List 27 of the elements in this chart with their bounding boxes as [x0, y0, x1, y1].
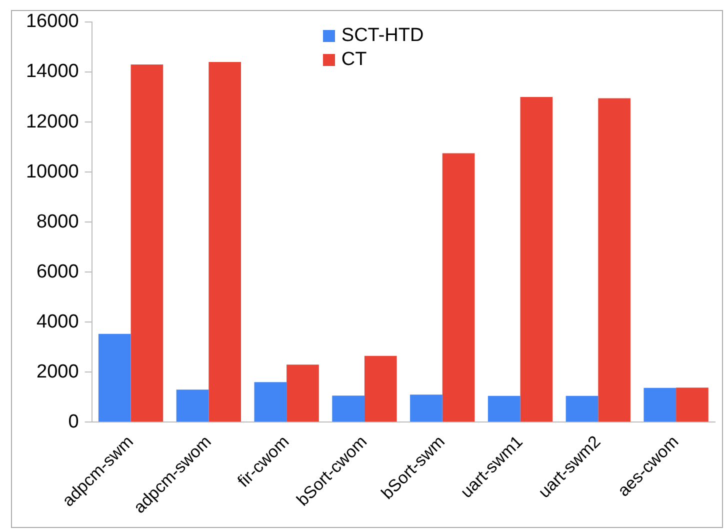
bar [566, 396, 598, 422]
bar [332, 396, 364, 422]
legend-label: CT [341, 48, 367, 72]
y-tick-label: 2000 [36, 361, 79, 382]
bar [644, 388, 676, 422]
bar [176, 390, 209, 422]
y-tick-label: 6000 [36, 261, 79, 282]
bar [676, 388, 708, 422]
bar [598, 98, 630, 422]
bar [286, 364, 319, 422]
y-tick-label: 16000 [26, 11, 79, 32]
bar [410, 394, 442, 422]
bar [98, 334, 131, 422]
y-tick-label: 0 [68, 411, 79, 432]
bar [488, 396, 520, 422]
y-tick-label: 4000 [36, 311, 79, 332]
bar [442, 153, 475, 422]
y-tick-label: 12000 [26, 111, 79, 132]
y-tick-label: 8000 [36, 211, 79, 232]
y-tick-label: 14000 [26, 61, 79, 82]
bar [254, 382, 287, 422]
legend-label: SCT-HTD [341, 24, 424, 48]
bar [130, 64, 164, 422]
bar [208, 62, 242, 422]
bar [520, 97, 553, 422]
y-tick-label: 10000 [26, 161, 79, 182]
bar [364, 356, 397, 422]
